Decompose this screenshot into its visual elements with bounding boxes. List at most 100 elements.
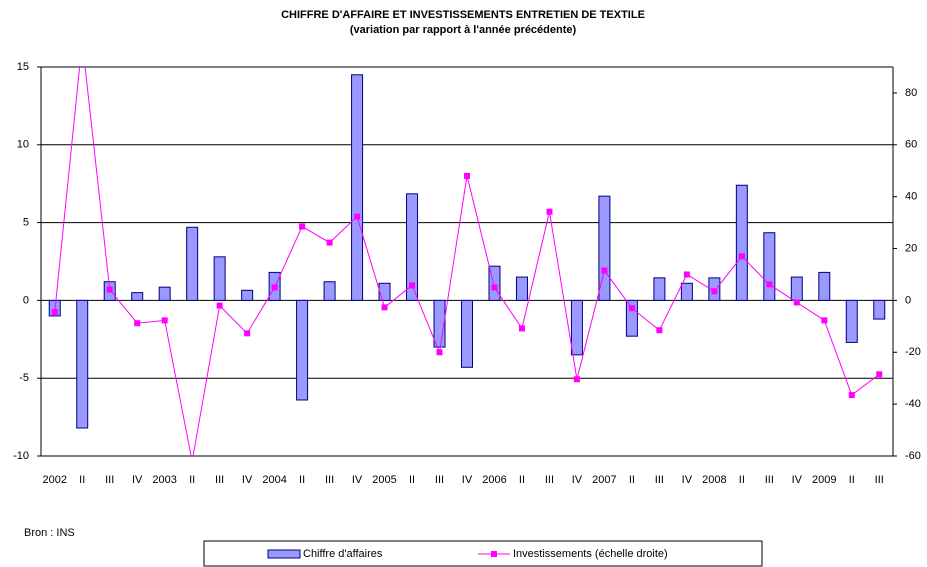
line-marker: [491, 284, 498, 291]
x-tick-label: III: [435, 474, 444, 486]
line-marker: [106, 286, 113, 293]
line-marker: [79, 38, 85, 44]
y-tick-label: 10: [17, 139, 29, 151]
x-tick-label: 2006: [482, 474, 506, 486]
line-marker: [656, 327, 663, 334]
y2-tick-label: 60: [905, 139, 917, 151]
y2-tick-label: 80: [905, 87, 917, 99]
bar: [845, 299, 858, 343]
line-marker: [738, 253, 745, 260]
line-marker: [711, 288, 718, 295]
line-marker: [161, 317, 168, 324]
chart-title: CHIFFRE D'AFFAIRE ET INVESTISSEMENTS ENT…: [281, 9, 645, 21]
bar: [873, 299, 886, 320]
bar: [406, 193, 419, 301]
line-marker: [766, 281, 773, 288]
x-tick-label: II: [409, 474, 415, 486]
y2-tick-label: 0: [905, 294, 911, 306]
bar: [433, 299, 446, 348]
line-marker: [409, 282, 416, 289]
bar: [488, 265, 501, 301]
y2-tick-label: 40: [905, 191, 917, 203]
bar: [76, 299, 89, 429]
legend-box: [203, 540, 763, 567]
bar: [213, 256, 226, 301]
x-tick-label: III: [875, 474, 884, 486]
bar: [515, 276, 528, 301]
bar: [461, 299, 473, 368]
line-marker: [601, 267, 608, 274]
y-tick-label: 15: [17, 61, 29, 73]
x-tick-label: IV: [132, 474, 143, 486]
x-tick-label: II: [189, 474, 195, 486]
x-tick-label: 2008: [702, 474, 726, 486]
y-tick-label: 0: [23, 294, 29, 306]
line-marker: [876, 371, 883, 378]
bar: [598, 195, 611, 301]
bar: [131, 292, 144, 301]
x-tick-label: IV: [242, 474, 253, 486]
legend-swatch: [267, 549, 301, 559]
line-marker: [464, 172, 470, 179]
line-marker: [216, 302, 223, 309]
line-marker: [573, 376, 580, 383]
x-tick-label: IV: [792, 474, 803, 486]
y-tick-label: -5: [19, 372, 29, 384]
line-marker: [354, 213, 361, 220]
x-tick-label: III: [215, 474, 224, 486]
source: Bron : INS: [24, 527, 75, 539]
bar: [625, 299, 638, 337]
line-marker: [848, 392, 855, 399]
line-marker: [326, 239, 333, 246]
bar: [241, 289, 254, 301]
line-marker: [51, 309, 58, 316]
line-marker: [546, 208, 553, 215]
line-marker: [821, 317, 828, 324]
line-marker: [271, 284, 278, 291]
line: [54, 67, 880, 456]
line-marker: [436, 349, 443, 356]
bar: [818, 271, 831, 301]
line-marker: [518, 325, 525, 332]
bar: [323, 281, 336, 301]
bar: [351, 74, 364, 301]
line-group: [51, 38, 883, 464]
bar: [680, 282, 693, 301]
line-marker: [299, 223, 306, 230]
bar: [570, 299, 583, 356]
y2-tick-label: -20: [905, 346, 921, 358]
y-tick-label: 5: [23, 217, 29, 229]
y2-tick-label: 20: [905, 242, 917, 254]
bar: [186, 226, 199, 301]
x-tick-label: IV: [572, 474, 583, 486]
x-tick-label: 2004: [262, 474, 286, 486]
x-tick-label: 2002: [42, 474, 66, 486]
x-tick-label: III: [325, 474, 334, 486]
x-tick-label: 2007: [592, 474, 616, 486]
line-marker: [134, 320, 141, 327]
bar: [735, 184, 748, 301]
bar: [790, 276, 803, 301]
x-tick-label: III: [655, 474, 664, 486]
bar: [763, 232, 776, 301]
line-marker: [793, 299, 800, 306]
x-tick-label: IV: [682, 474, 693, 486]
x-tick-label: II: [629, 474, 635, 486]
y2-tick-label: -60: [905, 450, 921, 462]
y-tick-label: -10: [13, 450, 29, 462]
x-tick-label: III: [105, 474, 114, 486]
x-tick-label: IV: [462, 474, 473, 486]
line-marker: [683, 271, 690, 278]
legend-label: Investissements (échelle droite): [513, 548, 668, 560]
x-tick-label: II: [739, 474, 745, 486]
x-tick-label: II: [79, 474, 85, 486]
x-tick-label: IV: [352, 474, 363, 486]
x-tick-label: II: [299, 474, 305, 486]
line-marker: [628, 305, 635, 312]
line-marker: [244, 330, 251, 337]
bar: [158, 286, 171, 301]
line-marker: [189, 458, 195, 464]
chart-subtitle: (variation par rapport à l'année précéde…: [350, 24, 577, 36]
x-tick-label: 2003: [152, 474, 176, 486]
